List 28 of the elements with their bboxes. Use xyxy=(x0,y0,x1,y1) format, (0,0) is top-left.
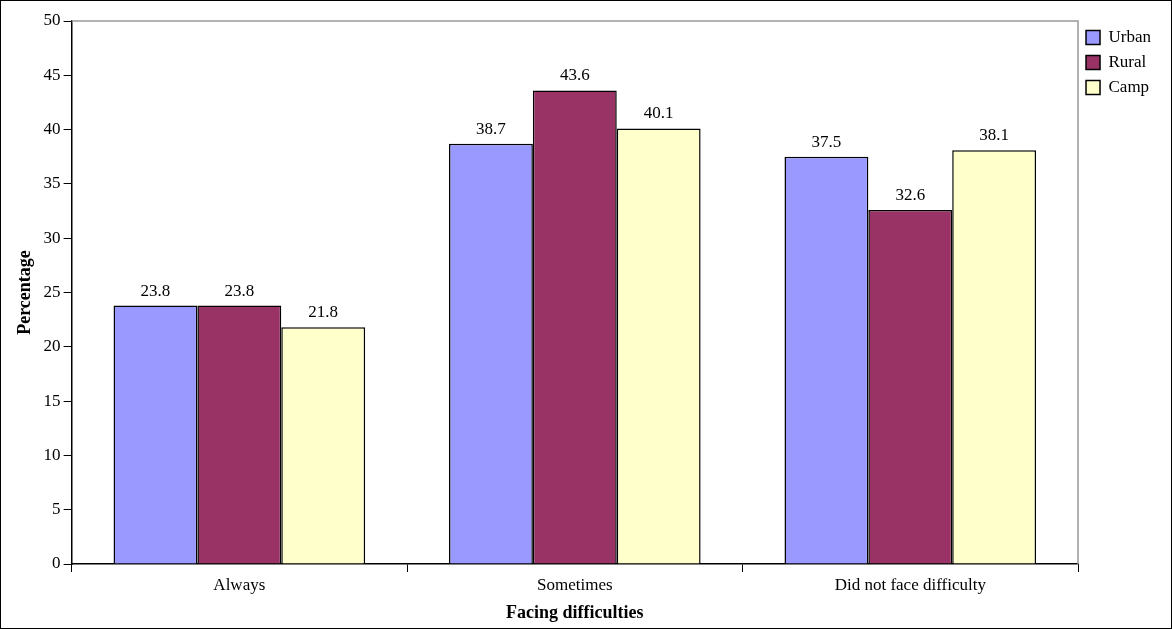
y-tick-label: 20 xyxy=(43,336,61,356)
y-tick-label: 10 xyxy=(43,444,61,464)
y-tick-label: 15 xyxy=(43,390,61,410)
data-label: 23.8 xyxy=(140,280,171,300)
y-tick-label: 40 xyxy=(43,119,61,139)
legend-label: Urban xyxy=(1108,26,1152,46)
y-tick-label: 35 xyxy=(43,173,61,193)
y-tick-label: 0 xyxy=(52,553,61,573)
legend-label: Camp xyxy=(1108,76,1150,96)
data-label: 37.5 xyxy=(811,131,842,151)
legend-label: Rural xyxy=(1108,51,1147,71)
x-axis-title: Facing difficulties xyxy=(506,601,644,622)
y-tick-label: 50 xyxy=(43,10,61,30)
y-axis-title: Percentage xyxy=(14,250,35,335)
data-label: 40.1 xyxy=(643,103,674,123)
data-label: 38.7 xyxy=(476,118,507,138)
y-tick-label: 30 xyxy=(43,227,61,247)
data-label: 43.6 xyxy=(559,65,590,85)
x-tick-label: Sometimes xyxy=(537,574,613,594)
x-tick-label: Always xyxy=(213,574,266,594)
y-tick-label: 25 xyxy=(43,281,61,301)
y-tick-label: 45 xyxy=(43,64,61,84)
data-label: 38.1 xyxy=(979,125,1010,145)
data-label: 23.8 xyxy=(224,280,255,300)
data-label: 32.6 xyxy=(895,184,926,204)
x-tick-label: Did not face difficulty xyxy=(834,574,987,594)
data-label: 21.8 xyxy=(308,302,339,322)
y-tick-label: 5 xyxy=(52,499,61,519)
